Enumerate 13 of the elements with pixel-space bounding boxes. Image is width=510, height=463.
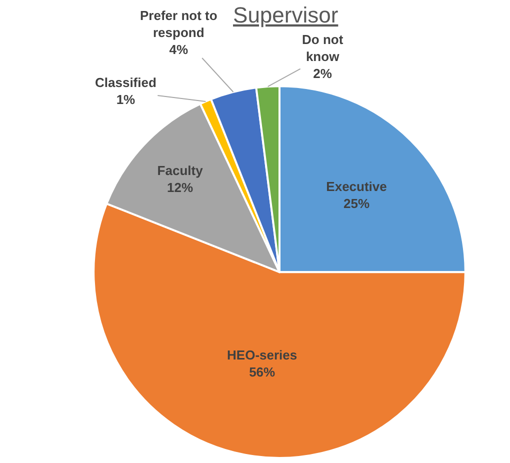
data-label: 2%: [313, 66, 332, 81]
data-label: 4%: [169, 42, 188, 57]
data-label: 12%: [167, 180, 194, 196]
slice-label: Classified: [95, 75, 156, 90]
data-label: 1%: [116, 92, 136, 107]
slice-label: Prefer not to respond: [140, 8, 218, 40]
slice-label: Do not know: [302, 32, 344, 64]
slice-label: Executive: [326, 179, 387, 194]
data-label: 56%: [249, 364, 276, 380]
data-label: 25%: [343, 196, 370, 212]
chart-title: Supervisor: [233, 2, 338, 28]
slice-label: HEO-series: [227, 347, 298, 362]
slice-label: Faculty: [157, 163, 204, 178]
